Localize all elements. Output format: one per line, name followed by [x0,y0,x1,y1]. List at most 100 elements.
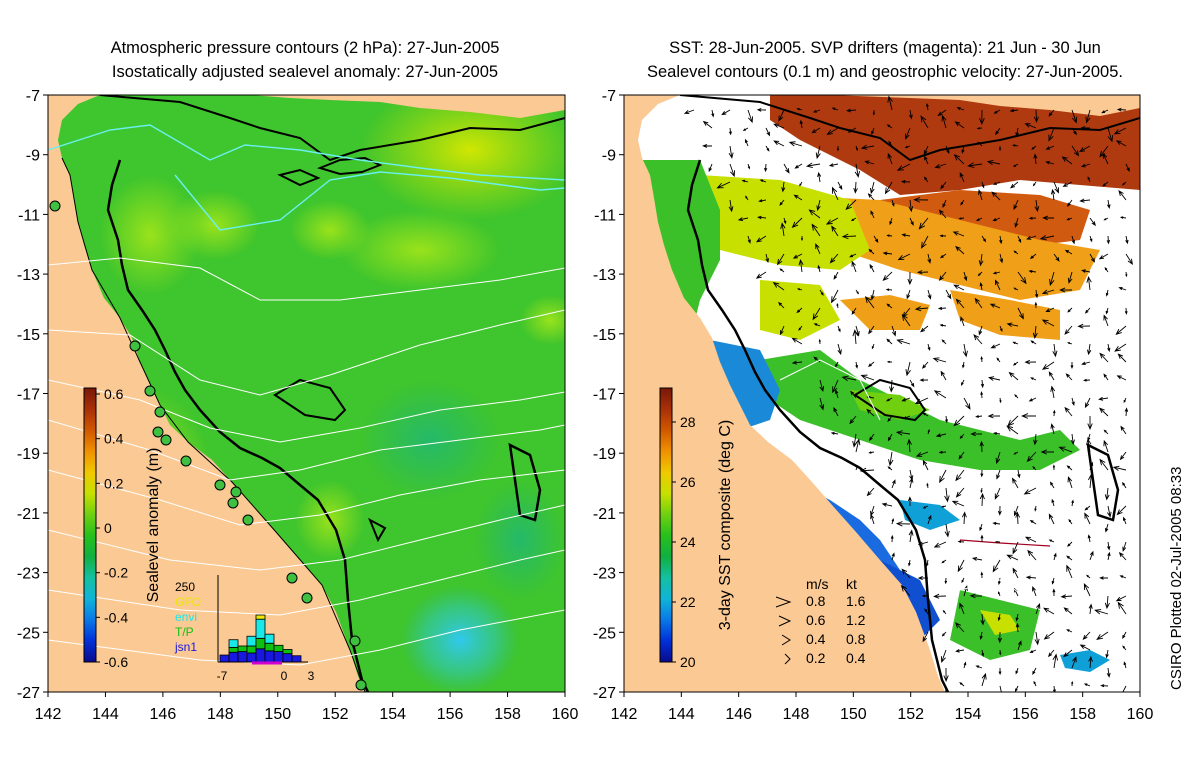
credit-text: CSIRO Plotted 02-Jul-2005 08:33 [1168,466,1185,690]
velocity-arrow [866,487,875,497]
velocity-arrow [958,451,965,460]
velocity-arrow [1050,423,1055,435]
velocity-arrow [728,145,734,159]
velocity-arrow [942,199,947,208]
right-colorbar [659,387,673,663]
velocity-arrow [1015,511,1021,525]
velocity-arrow [773,140,785,147]
velocity-arrow [888,451,894,467]
velocity-arrow [798,325,803,331]
velocity-arrow [1052,653,1059,669]
histogram-xtick-min: -7 [217,669,228,683]
velocity-arrow [1071,127,1077,136]
histogram-xtick-zero: 0 [281,669,288,683]
tide-gauge-station [152,426,164,438]
velocity-arrow [1103,217,1109,221]
velocity-arrow [1024,359,1037,365]
velocity-arrow [952,231,965,237]
velocity-arrow [1081,361,1091,366]
velocity-arrow [1053,552,1057,561]
velocity-arrow [867,193,875,201]
velocity-arrow [1058,446,1073,453]
velocity-arrow [1064,325,1073,335]
velocity-arrow [882,271,893,281]
velocity-arrow [904,145,911,149]
velocity-arrow [833,407,839,417]
left-reef-shelf [106,159,370,692]
histogram-bar-segment [255,614,266,620]
velocity-arrow [1048,539,1055,543]
velocity-arrow [922,459,929,471]
velocity-arrow [815,145,821,160]
left-colorbar-tick-label: 0.4 [104,431,124,447]
velocity-arrow [1063,607,1073,615]
velocity-arrow [939,469,947,484]
velocity-arrow [925,559,929,567]
velocity-arrow [1104,523,1109,533]
velocity-arrow [924,155,929,165]
histogram-bar-segment [237,645,248,652]
velocity-arrow [829,253,839,264]
velocity-arrow [855,145,858,152]
velocity-arrow [798,258,804,273]
right-axis-lat-label: -19 [593,446,616,463]
velocity-arrow [1099,576,1109,580]
velocity-arrow [1041,361,1055,370]
velocity-arrow [1032,586,1037,597]
velocity-arrow [1083,378,1091,382]
tide-gauge-station [242,514,254,526]
right-axis-lat-label: -11 [594,207,616,224]
velocity-arrow [855,289,859,295]
velocity-arrow [981,672,987,687]
right-colorbar-tick-label: 28 [680,414,696,430]
velocity-arrow [777,253,785,266]
velocity-arrow [1032,181,1037,187]
velocity-legend: m/s kt 0.8 1.6 0.6 1.2 0.4 0.8 0.2 0.4 [775,576,866,666]
velocity-arrow [975,217,983,221]
left-axis-lat-label: -25 [17,625,40,642]
velocity-arrow [745,195,749,201]
velocity-arrow [963,271,968,282]
velocity-arrow [1070,361,1074,370]
right-drifter-track [959,539,1051,547]
velocity-arrow [1041,319,1055,327]
velocity-arrow [1121,181,1127,186]
velocity-arrow [919,378,929,382]
histogram-bar-segment [282,653,293,663]
velocity-arrow [1032,466,1037,471]
velocity-arrow [791,360,803,365]
left-island-east [508,442,542,522]
velocity-arrow [1012,361,1019,366]
velocity-legend-ms: 0.2 [806,650,826,666]
histogram-bar-segment [264,642,275,652]
velocity-arrow [845,199,857,211]
velocity-arrow [963,661,967,669]
left-axis-lat-label: -9 [26,148,40,165]
velocity-arrow [1125,163,1130,173]
velocity-arrow [868,451,875,454]
velocity-arrow [850,217,857,222]
velocity-arrow [744,138,749,147]
velocity-arrow [918,217,929,230]
velocity-arrow [938,209,947,219]
left-axes: -7 -9 -11 -13 -15 -17 -19 -21 -23 -25 -27 142 144 146… [17,88,579,723]
velocity-arrow [914,306,929,312]
velocity-arrow [1052,409,1056,417]
velocity-arrow [747,163,751,170]
velocity-arrow [747,109,754,124]
velocity-arrow [805,162,821,168]
velocity-arrow [993,432,1001,435]
velocity-arrow [1087,534,1091,543]
velocity-arrow [908,199,914,213]
velocity-arrow [1006,322,1019,327]
right-axes: -7 -9 -11 -13 -15 -17 -19 -21 -23 -25 -27 142 144 146… [593,88,1154,723]
velocity-arrow [1099,352,1109,363]
left-axis-lat-label: -15 [17,327,40,344]
velocity-arrow [1064,406,1073,417]
velocity-arrow [728,199,734,213]
velocity-arrow [783,163,790,174]
velocity-arrow [979,523,983,532]
velocity-legend-ms: 0.6 [806,612,826,628]
velocity-arrow [942,609,947,615]
velocity-arrow [945,145,950,155]
